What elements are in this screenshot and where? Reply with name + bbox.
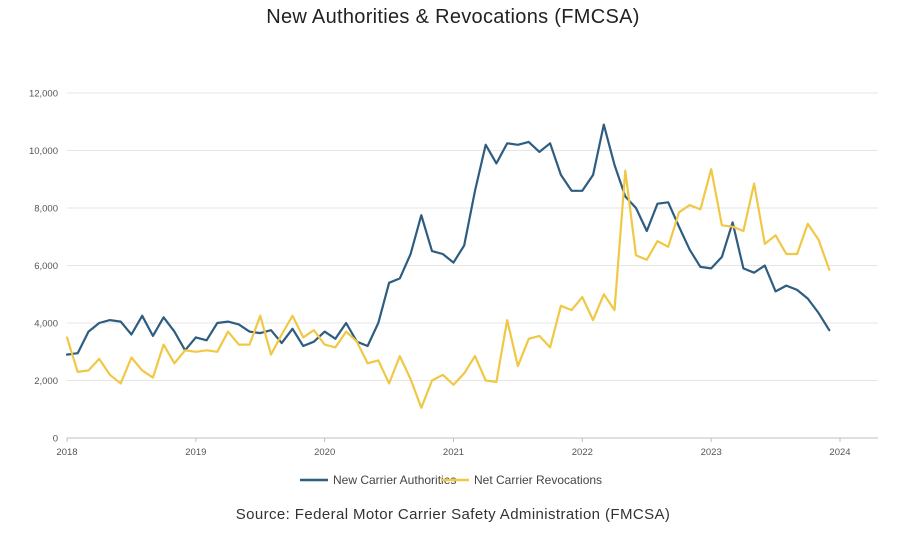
source-note: Source: Federal Motor Carrier Safety Adm…	[235, 506, 671, 523]
x-tick-label: 2020	[314, 447, 335, 458]
legend-label: Net Carrier Revocations	[474, 473, 602, 487]
grid-lines	[67, 92, 878, 439]
y-tick-label: 0	[53, 434, 58, 445]
legend: New Carrier Authorities Net Carrier Revoc…	[300, 473, 602, 487]
series-line-2	[65, 168, 831, 409]
y-tick-label: 8,000	[34, 204, 58, 215]
x-tick-label: 2024	[829, 447, 850, 458]
x-tick-label: 2022	[572, 447, 593, 458]
x-tick-label: 2018	[56, 447, 77, 458]
legend-label: New Carrier Authorities	[333, 473, 456, 487]
chart-title: New Authorities & Revocations (FMCSA)	[266, 6, 640, 28]
y-axis-ticks: 0 2,000 4,000 6,000 8,000 10,000 12,000	[29, 89, 58, 445]
series-line-1	[65, 123, 831, 356]
x-tick-label: 2021	[443, 447, 464, 458]
y-tick-label: 10,000	[29, 146, 58, 157]
x-axis-ticks: 2018 2019 2020 2021 2022 2023 2024	[56, 438, 851, 458]
x-tick-label: 2019	[185, 447, 206, 458]
x-tick-label: 2023	[701, 447, 722, 458]
series-lines	[65, 123, 831, 409]
y-tick-label: 2,000	[34, 376, 58, 387]
y-tick-label: 4,000	[34, 319, 58, 330]
y-tick-label: 12,000	[29, 89, 58, 100]
y-tick-label: 6,000	[34, 261, 58, 272]
